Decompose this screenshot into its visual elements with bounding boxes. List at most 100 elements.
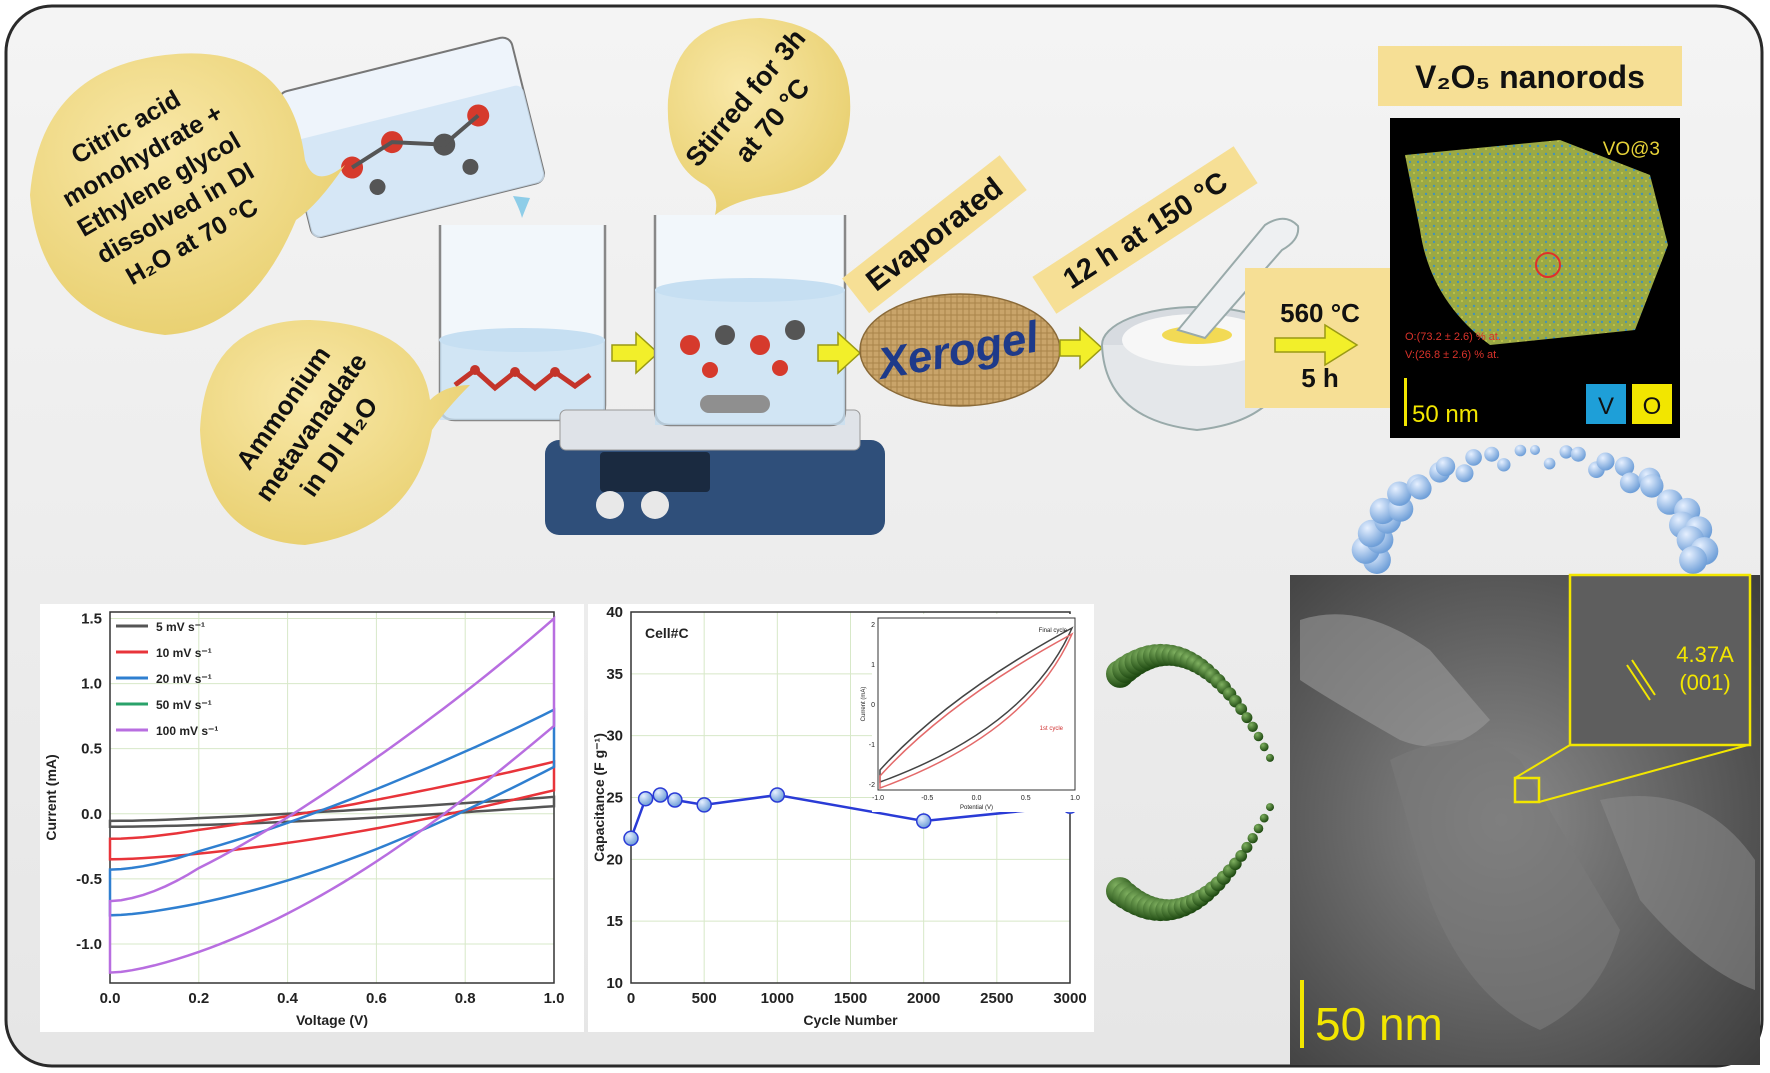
eds-scale-label: 50 nm — [1412, 401, 1479, 428]
cap-inset-xtick: 1.0 — [1070, 795, 1080, 802]
cv-ytick-label: 1.5 — [81, 611, 102, 628]
cap-data-point — [667, 792, 683, 808]
cv-legend-label: 10 mV s⁻¹ — [156, 646, 212, 660]
cap-inset-legend-first: 1st cycle — [1040, 726, 1064, 732]
tem-dspacing: 4.37A — [1676, 642, 1734, 667]
green-bead — [1266, 803, 1274, 812]
green-bead — [1266, 753, 1274, 762]
cap-ytick-label: 35 — [606, 666, 623, 683]
blue-bead — [1497, 458, 1511, 472]
cap-inset-legend-final: Final cycle — [1039, 628, 1068, 634]
cap-ytick-label: 20 — [606, 851, 623, 868]
cap-inset-ytick: 1 — [871, 662, 875, 669]
blue-bead — [1409, 477, 1432, 500]
cap-inset-xtick: 0.5 — [1021, 795, 1031, 802]
green-bead — [1241, 712, 1253, 724]
eds-scale-bar — [1404, 378, 1407, 426]
cv-loop — [108, 615, 556, 974]
cv-yaxis-label: Current (mA) — [43, 754, 59, 840]
green-bead — [1247, 721, 1258, 732]
cap-inset-loop — [879, 632, 1074, 790]
capacitance-chart: 0 500 1000 1500 2000 2500 300010152025303540Cy… — [591, 604, 1087, 1028]
cv-ytick-label: 0.5 — [81, 741, 102, 758]
cap-data-point — [696, 797, 712, 813]
cv-ytick-label: 1.0 — [81, 676, 102, 693]
cap-data-point — [769, 787, 786, 803]
cap-ytick-label: 10 — [606, 975, 623, 992]
cv-loop — [108, 760, 556, 861]
cap-xtick-label: 2000 — [907, 990, 940, 1007]
cap-xtick-label: 1000 — [761, 990, 794, 1007]
cv-xtick-label: 0.8 — [455, 990, 476, 1007]
cap-ytick-label: 25 — [606, 790, 623, 807]
cap-ytick-label: 30 — [606, 728, 623, 745]
tem-zoom-box — [1513, 776, 1541, 804]
cv-legend-label: 50 mV s⁻¹ — [156, 698, 212, 712]
green-bead — [1235, 850, 1248, 862]
cv-xtick-label: 0.2 — [188, 990, 209, 1007]
cv-xtick-label: 0.0 — [100, 990, 121, 1007]
cv-ytick-label: -0.5 — [76, 871, 102, 888]
cap-xtick-label: 2500 — [980, 990, 1013, 1007]
blue-bead — [1679, 546, 1708, 574]
cv-chart: 0.0 0.2 0.4 0.6 0.8 1.0 -1.0 -0.5 0.0 0.5 1.0 1.5 Vo… — [43, 611, 564, 1028]
eds-legend-o-label: O — [1643, 393, 1662, 420]
cap-inset-xlabel: Potential (V) — [960, 805, 993, 811]
tem-zoom-lines — [1514, 744, 1749, 803]
cap-ytick-label: 15 — [606, 913, 623, 930]
cap-yaxis-label: Capacitance (F g⁻¹) — [591, 733, 607, 862]
green-bead — [1253, 823, 1264, 834]
green-bead — [1247, 833, 1258, 844]
blue-bead — [1559, 445, 1573, 459]
tem-plane: (001) — [1679, 670, 1730, 695]
tem-rod-2 — [1390, 740, 1620, 1030]
eds-probe-circle — [1535, 252, 1561, 278]
tem-lattice-marker — [1626, 659, 1656, 701]
green-bead — [1259, 813, 1269, 823]
tem-rod-3 — [1600, 796, 1755, 990]
cap-inset-loop — [879, 626, 1074, 784]
cap-data-point — [915, 813, 932, 829]
blue-bead — [1387, 481, 1412, 506]
cv-legend-label: 20 mV s⁻¹ — [156, 672, 212, 686]
eds-legend-v — [1586, 384, 1626, 424]
eds-comp-o: O:(73.2 ± 2.6) % at. — [1405, 331, 1501, 343]
droplet-1 — [513, 196, 530, 218]
cap-xtick-label: 1500 — [834, 990, 867, 1007]
cap-inset-ylabel: Current (mA) — [861, 687, 867, 722]
cap-inset-frame — [877, 617, 1076, 791]
bubble-citric: Citric acid monohydrate + Ethylene glyco… — [30, 53, 345, 335]
cap-inset-xtick: -1.0 — [872, 795, 884, 802]
cap-title: Cell#C — [645, 625, 689, 641]
eds-title: V₂O₅ nanorods — [1415, 59, 1645, 95]
tem-scale-label: 50 nm — [1315, 998, 1443, 1050]
cv-legend-label: 5 mV s⁻¹ — [156, 620, 205, 634]
eds-sample-label: VO@3 — [1603, 139, 1660, 160]
beaker-ammonium — [438, 225, 607, 422]
blue-bead — [1570, 446, 1586, 462]
cap-xtick-label: 500 — [692, 990, 717, 1007]
cap-inset-ytick: 0 — [871, 702, 875, 709]
tem-rod-1 — [1300, 614, 1490, 747]
arrow-icon — [1274, 323, 1359, 367]
cap-inset-bg — [872, 614, 1079, 812]
cap-data-point — [623, 830, 639, 847]
blue-bead — [1530, 445, 1540, 455]
cap-inset-xtick: -0.5 — [921, 795, 933, 802]
cv-loop — [108, 707, 556, 917]
cap-xaxis-label: Cycle Number — [803, 1012, 898, 1028]
arrow-icon — [817, 331, 862, 375]
cv-xaxis-label: Voltage (V) — [296, 1012, 368, 1028]
cv-ytick-label: 0.0 — [81, 806, 102, 823]
blue-bead-arc — [1351, 444, 1719, 574]
calcination-temp: 560 °C — [1280, 298, 1360, 328]
mortar-pestle — [1101, 217, 1300, 432]
tem-hrtem-inset — [1568, 573, 1752, 747]
eds-legend-v-label: V — [1598, 393, 1614, 420]
green-bead — [1241, 841, 1253, 853]
blue-bead — [1455, 464, 1474, 483]
bubble-stirred: Stirred for 3h at 70 °C — [667, 18, 851, 215]
cv-legend-label: 100 mV s⁻¹ — [156, 724, 218, 738]
green-bead-arc — [1106, 643, 1274, 922]
